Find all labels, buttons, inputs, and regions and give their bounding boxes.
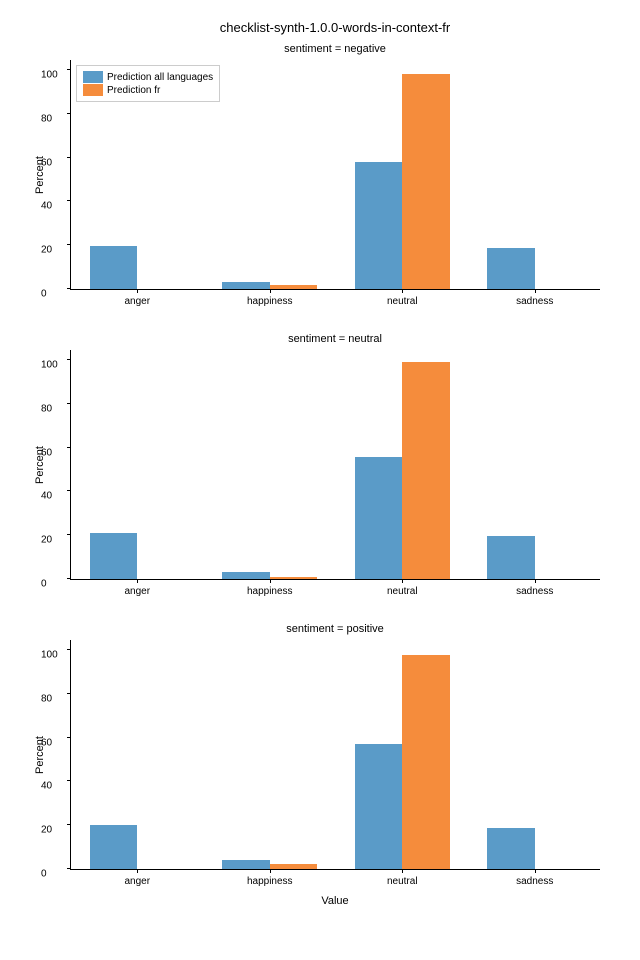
x-tick-label: anger (124, 586, 150, 597)
plot-area: 020406080100Percentangerhappinessneutral… (70, 60, 600, 290)
bar-all-languages (487, 828, 535, 869)
plot-area: 020406080100Percentangerhappinessneutral… (70, 350, 600, 580)
bar-all-languages (355, 162, 403, 289)
bar-all-languages (90, 533, 138, 579)
bar-fr (270, 864, 318, 869)
chart-panel: sentiment = negative 020406080100Percenta… (70, 43, 600, 313)
x-tick-label: neutral (387, 876, 418, 887)
y-tick-label: 40 (41, 201, 52, 212)
bar-all-languages (222, 860, 270, 869)
y-tick-label: 40 (41, 491, 52, 502)
y-axis-label: Percent (34, 156, 46, 194)
y-tick-label: 20 (41, 535, 52, 546)
bar-all-languages (355, 457, 403, 579)
panel-title: sentiment = negative (70, 43, 600, 55)
x-tick-label: happiness (247, 586, 293, 597)
bar-fr (270, 285, 318, 289)
y-tick-label: 40 (41, 781, 52, 792)
chart-main-title: checklist-synth-1.0.0-words-in-context-f… (70, 20, 600, 35)
panel-title: sentiment = positive (70, 623, 600, 635)
y-axis-label: Percent (34, 446, 46, 484)
y-tick-label: 100 (41, 649, 58, 660)
bar-all-languages (355, 744, 403, 869)
y-tick-label: 100 (41, 359, 58, 370)
bar-all-languages (222, 282, 270, 289)
chart-panel: sentiment = positive 020406080100Percenta… (70, 623, 600, 893)
bar-fr (402, 362, 450, 579)
bar-fr (270, 577, 318, 579)
y-tick-label: 0 (41, 869, 47, 880)
bar-all-languages (222, 572, 270, 579)
plot-area: 020406080100Percentangerhappinessneutral… (70, 640, 600, 870)
legend: Prediction all languages Prediction fr (76, 65, 220, 102)
bar-all-languages (90, 246, 138, 289)
y-tick-label: 80 (41, 113, 52, 124)
x-tick-label: happiness (247, 296, 293, 307)
bar-fr (402, 655, 450, 869)
x-tick-label: sadness (516, 876, 553, 887)
y-tick-label: 20 (41, 245, 52, 256)
x-tick-label: neutral (387, 296, 418, 307)
x-axis-label: Value (70, 895, 600, 907)
bar-all-languages (487, 536, 535, 579)
legend-swatch (83, 71, 103, 83)
bar-all-languages (487, 248, 535, 289)
y-tick-label: 100 (41, 69, 58, 80)
y-tick-label: 80 (41, 693, 52, 704)
legend-swatch (83, 84, 103, 96)
legend-label: Prediction fr (107, 85, 160, 96)
legend-item: Prediction all languages (83, 71, 213, 83)
x-tick-label: anger (124, 876, 150, 887)
chart-panel: sentiment = neutral 020406080100Percentan… (70, 333, 600, 603)
y-tick-label: 0 (41, 579, 47, 590)
y-tick-label: 0 (41, 289, 47, 300)
x-tick-label: happiness (247, 876, 293, 887)
legend-item: Prediction fr (83, 84, 213, 96)
x-tick-label: sadness (516, 296, 553, 307)
x-tick-label: sadness (516, 586, 553, 597)
bar-all-languages (90, 825, 138, 869)
legend-label: Prediction all languages (107, 72, 213, 83)
x-tick-label: anger (124, 296, 150, 307)
y-tick-label: 80 (41, 403, 52, 414)
x-tick-label: neutral (387, 586, 418, 597)
panel-title: sentiment = neutral (70, 333, 600, 345)
y-tick-label: 20 (41, 825, 52, 836)
bar-fr (402, 74, 450, 289)
y-axis-label: Percent (34, 736, 46, 774)
